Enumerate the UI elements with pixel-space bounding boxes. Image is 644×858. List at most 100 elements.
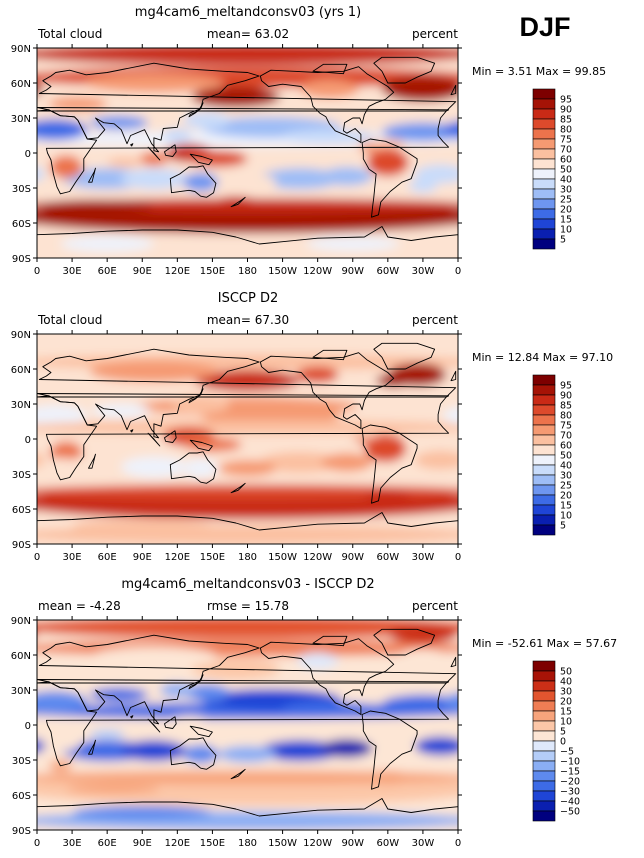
field-region: [393, 649, 453, 673]
field-region: [434, 424, 458, 431]
field-region: [471, 727, 504, 750]
colorbar-label: 30: [560, 471, 572, 482]
colorbar-label: 50: [560, 165, 572, 176]
colorbar-label: 70: [560, 431, 572, 442]
field-region: [470, 97, 528, 111]
field-region: [48, 457, 73, 472]
colorbar-box: [532, 710, 556, 722]
lat-tick-label: 90N: [11, 44, 31, 55]
field-region: [305, 440, 365, 450]
colorbar-box: [532, 374, 556, 386]
lon-tick-label: 60W: [377, 552, 400, 563]
panel-model: mg4cam6_meltandconsv03 (yrs 1) Total clo…: [11, 5, 606, 277]
field-region: [218, 746, 277, 763]
colorbar-box: [532, 168, 556, 180]
mean-label: mean= 67.30: [207, 313, 289, 327]
colorbar-box: [532, 790, 556, 802]
colorbar-label: 10: [560, 717, 572, 728]
colorbar-box: [532, 810, 556, 822]
field-region: [37, 488, 61, 495]
lon-tick-label: 120W: [303, 838, 332, 849]
panel-obs: ISCCP D2 Total cloud mean= 67.30 percent…: [11, 291, 613, 563]
lon-tick-label: 30W: [412, 838, 435, 849]
rmse-label: rmse = 15.78: [207, 599, 289, 613]
field-region: [37, 782, 61, 797]
units-label: percent: [412, 313, 458, 327]
field-region: [121, 456, 187, 478]
colorbar-box: [532, 770, 556, 782]
field-region: [83, 73, 225, 93]
lat-axis: 90N 60N 30N 0 30S 60S 90S: [11, 44, 462, 265]
colorbar-label: 85: [560, 401, 572, 412]
colorbar-box: [532, 158, 556, 170]
colorbar-label: 10: [560, 511, 572, 522]
coastline: [130, 429, 134, 433]
field-region: [37, 620, 458, 639]
map-field: [37, 620, 504, 830]
field-region: [200, 406, 342, 425]
panel-title: mg4cam6_meltandconsv03 - ISCCP D2: [121, 577, 374, 592]
field-region: [282, 129, 377, 144]
field-region: [364, 770, 412, 785]
field-region: [48, 97, 108, 111]
coastline: [312, 63, 348, 75]
colorbar-label: 30: [560, 687, 572, 698]
coastline: [189, 725, 213, 738]
field-region: [49, 155, 83, 179]
mean-label: mean= 63.02: [207, 27, 289, 41]
coastline: [230, 768, 246, 780]
coastline: [37, 798, 458, 830]
colorbar-label: 95: [560, 95, 572, 106]
lat-tick-label: 60N: [11, 79, 31, 90]
field-region: [321, 167, 373, 186]
lon-tick-label: 150E: [200, 552, 225, 563]
field-region: [37, 358, 61, 366]
lon-tick-label: 120W: [303, 552, 332, 563]
coastline: [312, 635, 348, 647]
field-region: [37, 335, 61, 347]
colorbar-label: 50: [560, 667, 572, 678]
colorbar-box: [532, 514, 556, 526]
field-region: [37, 241, 61, 251]
lon-tick-label: 60W: [377, 266, 400, 277]
colorbar-label: 85: [560, 115, 572, 126]
lon-tick-label: 30E: [63, 552, 82, 563]
field-region: [414, 164, 458, 184]
coastline: [189, 153, 213, 166]
coastline: [164, 716, 177, 729]
colorbar-box: [532, 424, 556, 436]
colorbar-label: 40: [560, 461, 572, 472]
lat-axis: 90N 60N 30N 0 30S 60S 90S: [11, 616, 462, 837]
coastline: [259, 352, 395, 429]
lon-tick-label: 150W: [268, 552, 297, 563]
colorbar-box: [532, 98, 556, 110]
lon-tick-label: 0: [455, 552, 461, 563]
lon-tick-label: 60E: [98, 838, 117, 849]
field-region: [37, 119, 88, 141]
coastline: [130, 143, 134, 147]
lat-tick-label: 30S: [12, 470, 31, 481]
colorbar-label: 40: [560, 175, 572, 186]
colorbar-label: 60: [560, 441, 572, 452]
colorbar-box: [532, 690, 556, 702]
colorbar-box: [532, 228, 556, 240]
lat-tick-label: 30N: [11, 114, 31, 125]
field-region: [408, 178, 437, 193]
field-region: [60, 235, 154, 253]
colorbar-label: 25: [560, 195, 572, 206]
colorbar-label: 15: [560, 215, 572, 226]
colorbar-box: [532, 384, 556, 396]
coastline: [361, 138, 418, 218]
coastline: [169, 165, 217, 198]
field-region: [434, 644, 458, 652]
coastline: [373, 628, 436, 656]
colorbar-box: [532, 660, 556, 672]
colorbar-box: [532, 700, 556, 712]
field-region: [66, 784, 160, 794]
field-region: [218, 174, 277, 191]
lat-tick-label: 60S: [12, 219, 31, 230]
field-region: [183, 437, 242, 452]
colorbar-label: −10: [560, 757, 580, 768]
